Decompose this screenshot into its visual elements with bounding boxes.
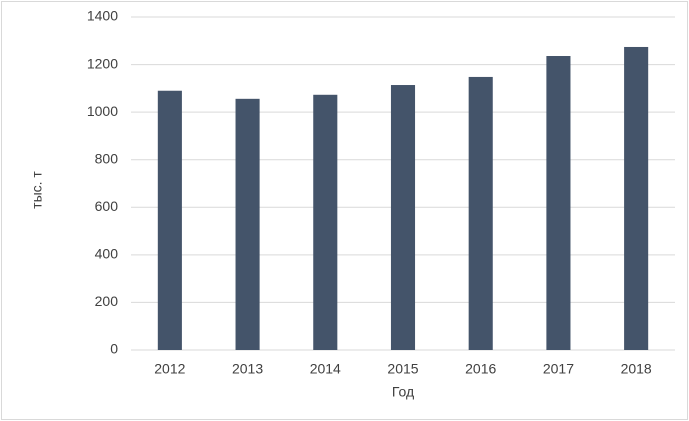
y-tick-label: 1200 [87,55,118,71]
y-tick-label: 400 [95,246,119,262]
bar [157,90,182,350]
x-tick-label: 2016 [465,361,496,377]
x-axis-label: Год [392,384,414,400]
y-tick-label: 600 [95,198,119,214]
bar [390,85,416,350]
y-tick-label: 0 [110,341,118,357]
x-tick-label: 2013 [232,361,263,377]
y-axis-label: тыс. т [29,171,45,209]
y-tick-label: 1000 [87,103,118,119]
bar [235,98,260,350]
x-tick-label: 2015 [387,361,418,377]
bar [546,56,571,350]
x-tick-label: 2012 [154,361,185,377]
bar [468,76,493,350]
y-tick-label: 800 [95,150,119,166]
x-tick-label: 2018 [621,361,652,377]
bar [313,94,338,350]
bar [624,46,649,350]
y-tick-label: 200 [95,293,119,309]
y-tick-label: 1400 [87,8,118,24]
x-tick-label: 2014 [310,361,341,377]
x-tick-label: 2017 [543,361,574,377]
